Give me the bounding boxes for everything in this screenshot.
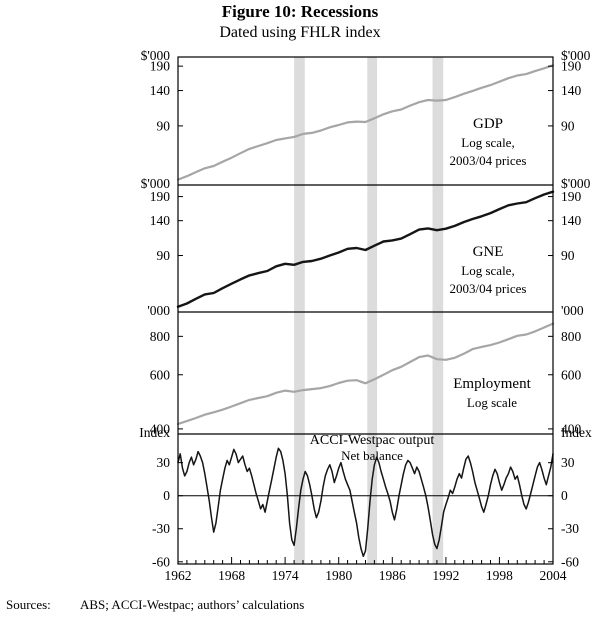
panel-annotation: Log scale: [467, 395, 517, 410]
series-employment: [176, 322, 555, 426]
y-tick-label-right: 30: [561, 455, 575, 470]
panel-annotation: Net balance: [341, 448, 403, 463]
y-tick-label-right: 90: [561, 118, 575, 133]
y-tick-label-right: 190: [561, 189, 582, 204]
x-tick-label: 1992: [432, 568, 459, 583]
unit-label-left: Index: [139, 425, 170, 440]
y-tick-label-left: 400: [150, 421, 171, 436]
y-tick-label-left: 0: [163, 488, 170, 503]
x-tick-label: 1974: [272, 568, 299, 583]
panel-annotation: ACCI-Westpac output: [310, 433, 435, 448]
panel-annotation: Log scale,: [461, 263, 514, 278]
x-tick-label: 1962: [165, 568, 192, 583]
y-tick-label-right: 140: [561, 213, 582, 228]
y-tick-label-left: -30: [152, 521, 170, 536]
y-tick-label-right: 400: [561, 421, 582, 436]
figure-subtitle: Dated using FHLR index: [219, 24, 381, 41]
recession-band: [294, 57, 305, 564]
unit-label-left: '000: [147, 303, 170, 318]
panel-annotation: 2003/04 prices: [450, 281, 527, 296]
y-tick-label-left: 140: [150, 213, 171, 228]
y-tick-label-right: 0: [561, 488, 568, 503]
sources-label: Sources:: [6, 597, 51, 612]
plot-frame: [177, 56, 554, 565]
recession-band: [432, 57, 444, 564]
x-tick-label: 1998: [486, 568, 513, 583]
y-tick-label-left: 140: [150, 83, 171, 98]
y-tick-label-right: 190: [561, 59, 582, 74]
x-tick-label: 1986: [379, 568, 406, 583]
series-acci-westpac-output: [177, 447, 554, 558]
recession-band: [367, 57, 378, 564]
unit-label-right: $'000: [561, 48, 591, 63]
y-tick-label-left: 600: [150, 367, 171, 382]
unit-label-left: $'000: [141, 176, 171, 191]
x-tick-label: 2004: [540, 568, 567, 583]
unit-label-right: '000: [561, 303, 584, 318]
y-tick-label-left: 800: [150, 329, 171, 344]
x-tick-label: 1968: [218, 568, 245, 583]
y-tick-label-left: 190: [150, 189, 171, 204]
y-tick-label-right: -30: [561, 521, 579, 536]
y-tick-label-left: 190: [150, 59, 171, 74]
y-tick-label-right: 600: [561, 367, 582, 382]
panel-annotation: GNE: [473, 244, 504, 260]
sources-text: ABS; ACCI-Westpac; authors’ calculations: [80, 597, 305, 612]
y-tick-label-left: 90: [157, 248, 171, 263]
panel-annotation: 2003/04 prices: [450, 153, 527, 168]
y-tick-label-right: 800: [561, 329, 582, 344]
y-tick-label-left: 90: [157, 118, 171, 133]
series-gdp: [176, 64, 555, 181]
figure-title: Figure 10: Recessions: [221, 2, 379, 21]
unit-label-right: $'000: [561, 176, 591, 191]
y-tick-label-right: 140: [561, 83, 582, 98]
y-tick-label-left: -60: [152, 554, 170, 569]
x-tick-label: 1980: [325, 568, 352, 583]
series-gne: [176, 190, 555, 308]
y-tick-label-right: -60: [561, 554, 579, 569]
y-tick-label-left: 30: [157, 455, 171, 470]
panel-annotation: GDP: [473, 116, 503, 132]
unit-label-left: $'000: [141, 48, 171, 63]
unit-label-right: Index: [561, 425, 592, 440]
y-tick-label-right: 90: [561, 248, 575, 263]
panel-annotation: Employment: [453, 376, 531, 392]
panel-annotation: Log scale,: [461, 135, 514, 150]
